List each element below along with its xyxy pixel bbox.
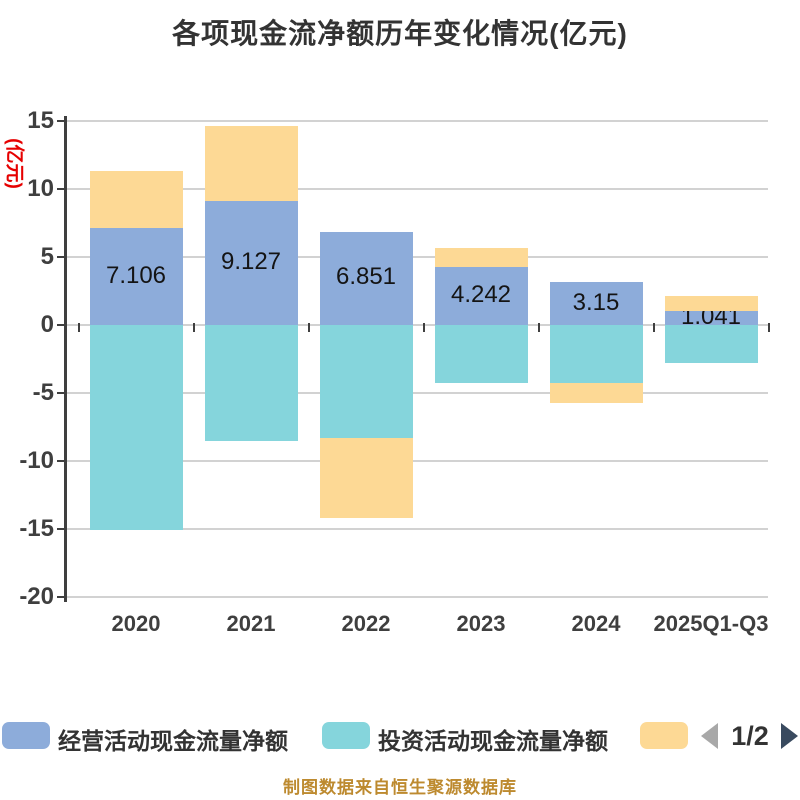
x-axis-label-2020: 2020 (111, 611, 161, 636)
x-axis-label-2022: 2022 (341, 611, 391, 636)
bar-segment-operating-2024[interactable] (549, 282, 643, 325)
y-axis-tick-label: 15 (27, 107, 54, 134)
y-axis-tick (57, 596, 65, 598)
legend-pager-prev-icon[interactable] (701, 723, 718, 749)
legend: 经营活动现金流量净额 投资活动现金流量净额 1/2 (0, 720, 800, 754)
y-axis-line (64, 116, 67, 602)
gridline-y-5 (65, 256, 768, 258)
bar-segment-operating-2022[interactable] (319, 231, 413, 325)
y-axis-tick (57, 324, 65, 326)
bar-segment-investing-2022[interactable] (319, 325, 413, 438)
chart-title: 各项现金流净额历年变化情况(亿元) (172, 18, 628, 49)
legend-pager-next-icon[interactable] (781, 723, 798, 749)
legend-swatch-financing[interactable] (640, 722, 688, 749)
gridline-y-0 (65, 324, 768, 326)
bar-segment-investing-2025Q1-Q3[interactable] (664, 325, 758, 364)
x-axis-tick (192, 323, 195, 332)
x-axis-label-2021: 2021 (226, 611, 276, 636)
x-axis-label-2024: 2024 (571, 611, 621, 636)
x-axis-tick (767, 323, 770, 332)
bar-value-label-2024: 3.15 (572, 288, 620, 316)
y-axis-tick (57, 120, 65, 122)
bar-segment-operating-2021[interactable] (204, 200, 298, 325)
y-axis-tick-label: -20 (19, 583, 54, 610)
y-axis-tick (57, 256, 65, 258)
bar-segment-investing-2021[interactable] (204, 325, 298, 441)
bar-segment-financing-2025Q1-Q3[interactable] (664, 295, 758, 311)
y-axis-tick-label: 10 (27, 175, 54, 202)
bar-segment-financing-2023[interactable] (434, 248, 528, 268)
bar-segment-financing-2020[interactable] (89, 171, 183, 229)
bar-segment-operating-2020[interactable] (89, 228, 183, 325)
y-axis-tick-label: -5 (32, 379, 54, 406)
bar-value-label-2023: 4.242 (450, 281, 512, 309)
x-axis-tick (422, 323, 425, 332)
gridline-y--5 (65, 392, 768, 394)
x-axis-tick (307, 323, 310, 332)
y-axis-tick-label: 0 (40, 311, 54, 338)
bar-segment-operating-2023[interactable] (434, 267, 528, 325)
gridline-y-10 (65, 188, 768, 190)
x-axis-tick (652, 323, 655, 332)
bar-segment-financing-2022[interactable] (319, 437, 413, 519)
bar-segment-investing-2020[interactable] (89, 325, 183, 531)
gridline-y--10 (65, 460, 768, 462)
x-axis-tick (537, 323, 540, 332)
bar-value-label-2021: 9.127 (220, 247, 282, 275)
y-axis-tick-label: -10 (19, 447, 54, 474)
y-axis-tick (57, 188, 65, 190)
y-axis-tick-label: -15 (19, 515, 54, 542)
x-axis-tick (77, 323, 80, 332)
bar-segment-financing-2021[interactable] (204, 126, 298, 201)
bar-segment-investing-2023[interactable] (434, 325, 528, 384)
bar-value-label-2020: 7.106 (105, 261, 167, 289)
gridline-y-15 (65, 120, 768, 122)
bar-value-label-2022: 6.851 (335, 263, 397, 291)
bar-segment-operating-2025Q1-Q3[interactable] (664, 310, 758, 325)
y-axis-tick (57, 392, 65, 394)
bar-segment-investing-2024[interactable] (549, 325, 643, 384)
x-axis-label-2023: 2023 (456, 611, 506, 636)
legend-swatch-investing[interactable] (322, 722, 370, 749)
gridline-y--15 (65, 528, 768, 530)
y-axis-tick (57, 460, 65, 462)
gridline-y--20 (65, 596, 768, 598)
y-axis-tick-label: 5 (40, 243, 54, 270)
data-source-caption: 制图数据来自恒生聚源数据库 (283, 778, 517, 797)
legend-label-operating[interactable]: 经营活动现金流量净额 (58, 728, 288, 754)
legend-label-investing[interactable]: 投资活动现金流量净额 (378, 728, 608, 754)
legend-swatch-operating[interactable] (2, 722, 50, 749)
y-axis-tick (57, 528, 65, 530)
x-axis-label-2025Q1-Q3: 2025Q1-Q3 (653, 611, 769, 636)
legend-pager-label: 1/2 (731, 721, 769, 751)
bar-segment-financing-2024[interactable] (549, 383, 643, 403)
